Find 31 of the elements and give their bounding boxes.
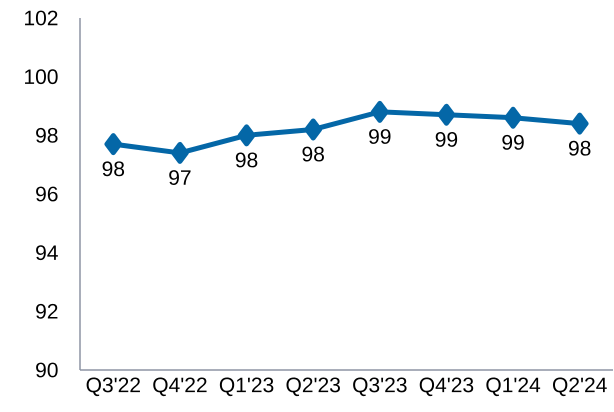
x-tick-label: Q2'23 bbox=[286, 378, 340, 396]
data-label: 99 bbox=[369, 129, 390, 144]
y-tick-label: 100 bbox=[25, 69, 58, 84]
data-label: 98 bbox=[302, 146, 324, 162]
point bbox=[304, 118, 322, 140]
y-tick-label: 92 bbox=[36, 304, 58, 319]
point bbox=[570, 112, 589, 135]
data-label: 98 bbox=[568, 140, 590, 156]
data-label: 98 bbox=[102, 161, 124, 176]
point bbox=[370, 100, 389, 123]
data-label: 99 bbox=[502, 134, 524, 150]
data-label: 97 bbox=[169, 170, 191, 185]
x-tick-label: Q3'22 bbox=[86, 378, 140, 396]
y-tick-label: 90 bbox=[36, 362, 58, 378]
x-tick-label: Q1'23 bbox=[220, 378, 274, 396]
point bbox=[238, 124, 256, 146]
y-tick-label: 94 bbox=[36, 245, 58, 260]
point bbox=[104, 133, 122, 156]
point bbox=[504, 106, 522, 129]
x-tick-label: Q4'23 bbox=[420, 378, 474, 396]
x-tick-label: Q1'24 bbox=[486, 378, 540, 396]
x-tick-label: Q2'24 bbox=[553, 378, 607, 396]
y-tick-label: 96 bbox=[36, 186, 58, 202]
y-tick-label: 102 bbox=[25, 10, 58, 26]
y-tick-label: 98 bbox=[36, 128, 58, 143]
x-tick-label: Q4'22 bbox=[153, 378, 207, 396]
data-label: 98 bbox=[236, 152, 258, 168]
data-label: 99 bbox=[436, 132, 458, 147]
x-tick-label: Q3'23 bbox=[353, 378, 407, 396]
point bbox=[438, 104, 456, 126]
point bbox=[171, 142, 189, 164]
